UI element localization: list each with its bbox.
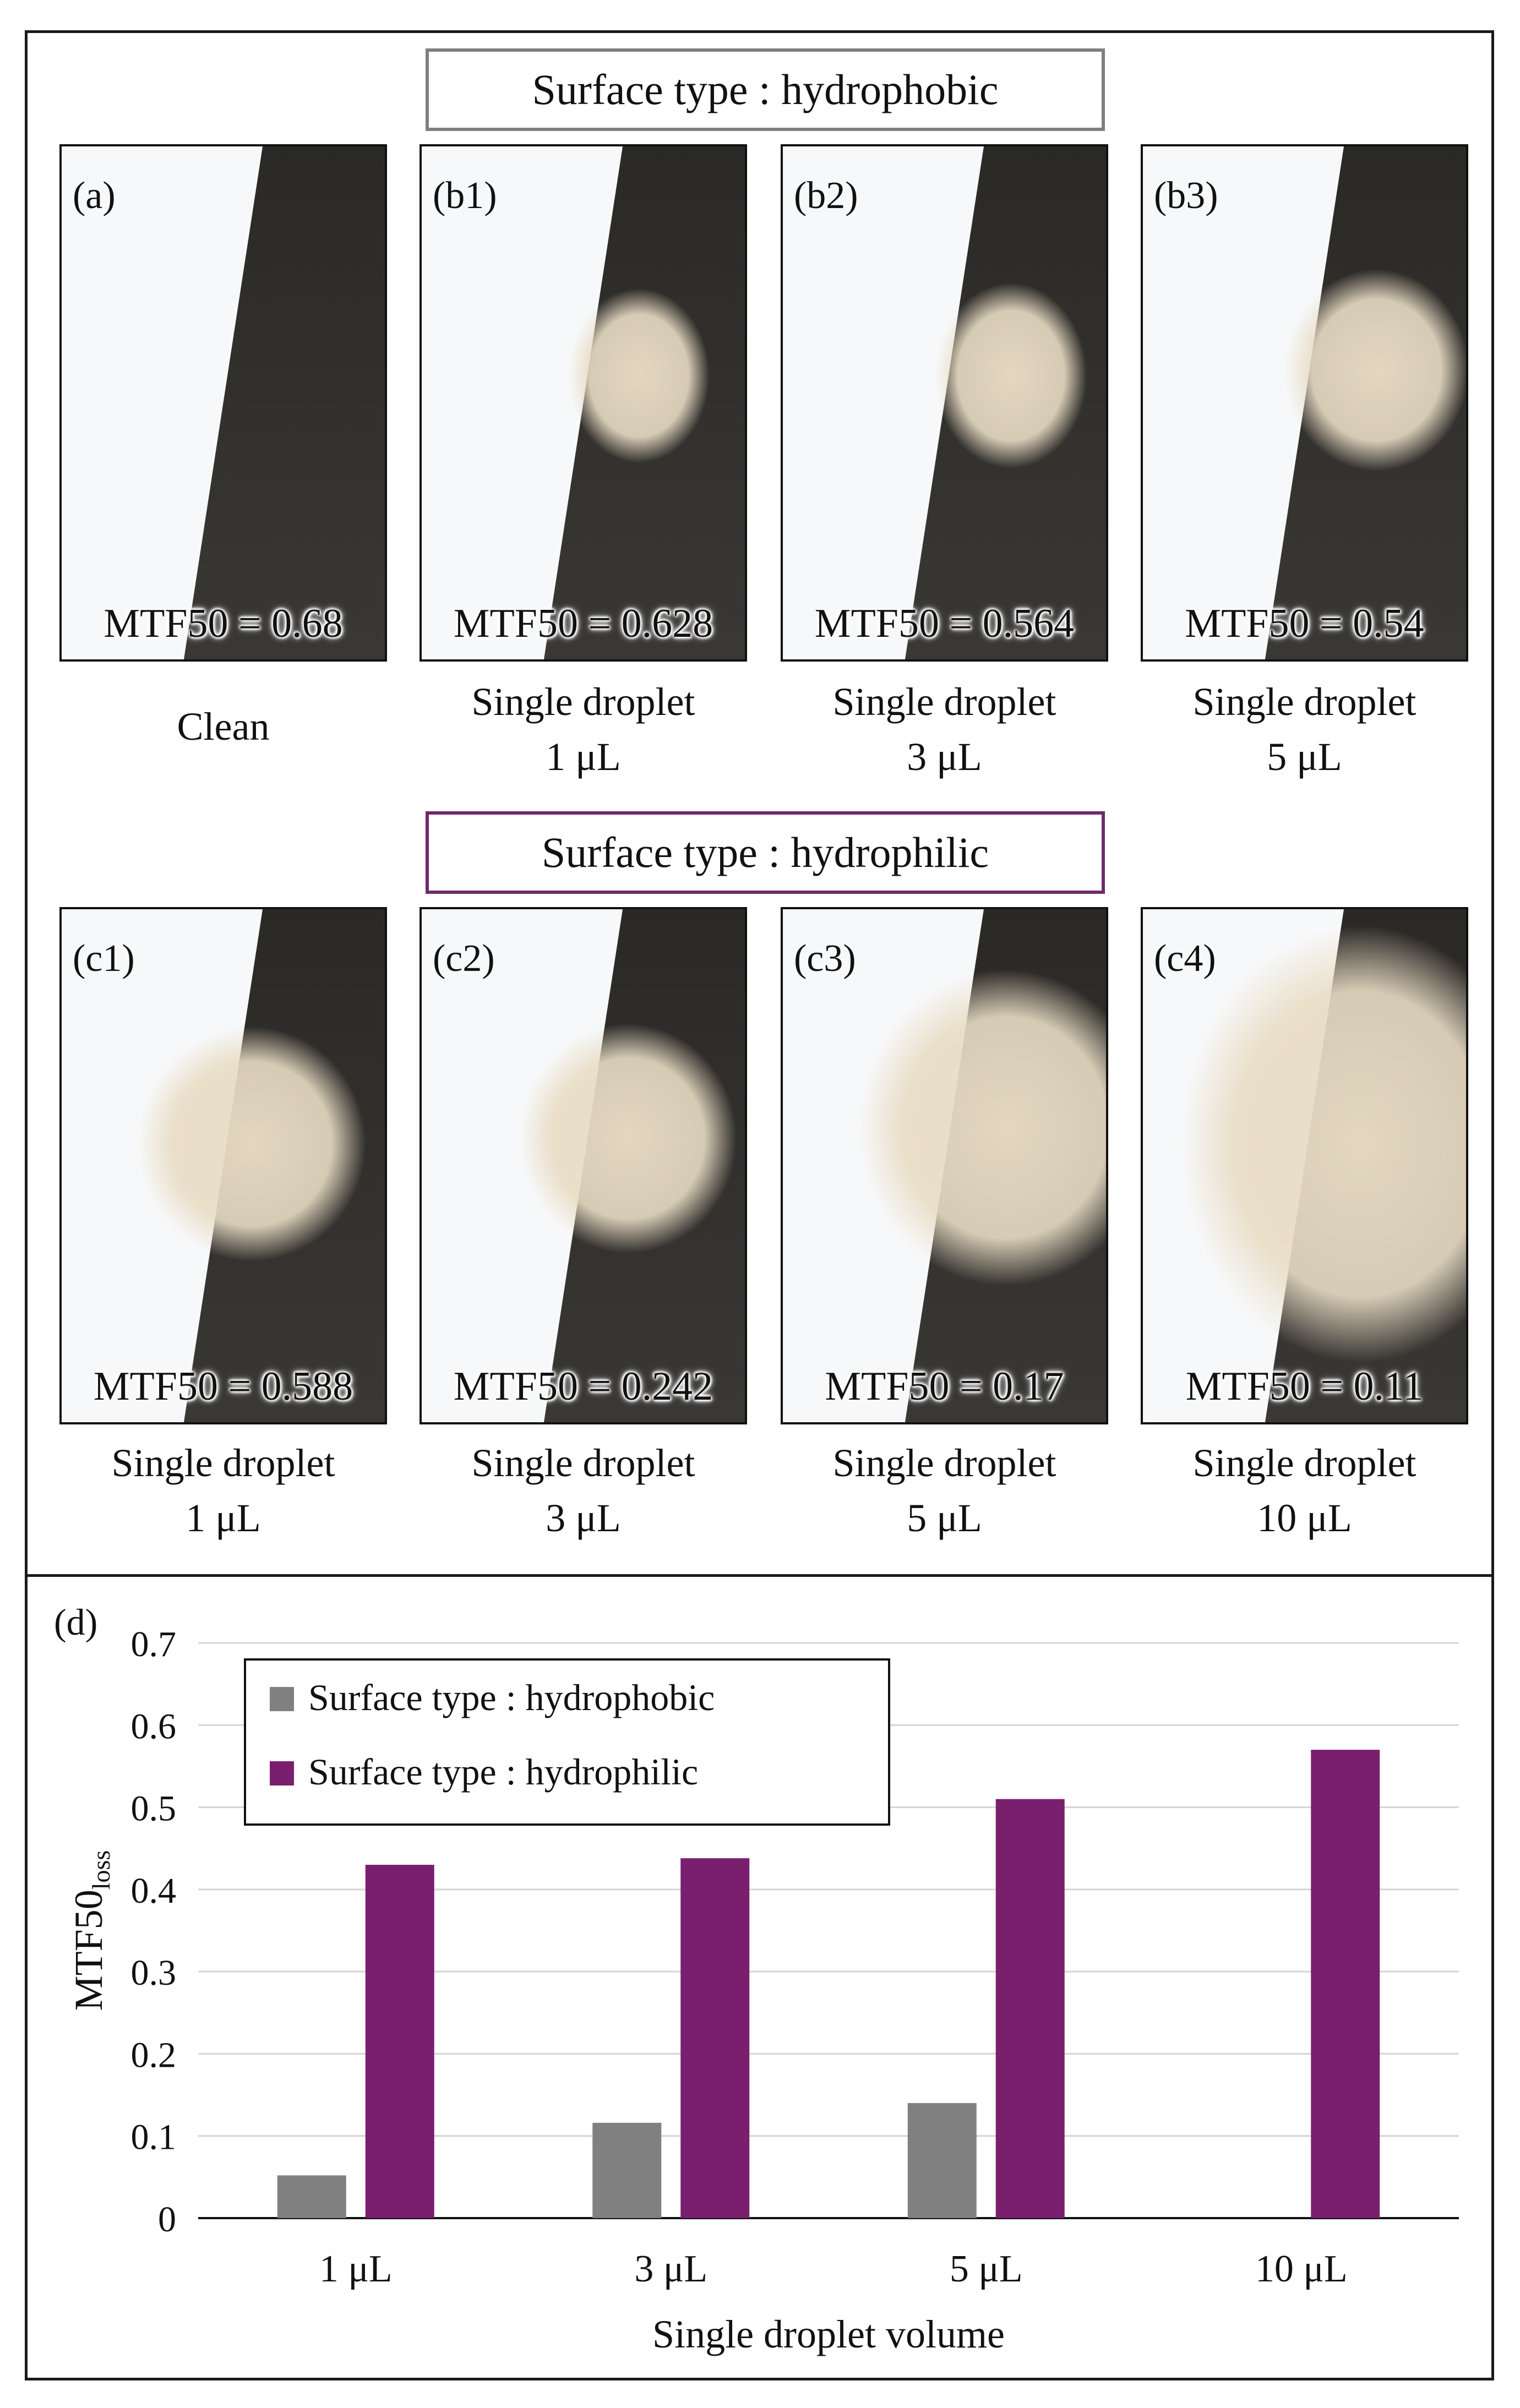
slanted-edge-target [1143,909,1466,1422]
chart-panel-label: (d) [54,1601,97,1643]
x-tick-label: 3 μL [634,2248,707,2290]
y-tick-label: 0.5 [131,1789,177,1829]
hydrophilic-photo-panel-1: (c2) MTF50 = 0.242 [420,907,747,1424]
bar-hydrophilic [1311,1750,1380,2218]
panel-tag: (c3) [794,937,856,980]
caption-line-1: Single droplet [111,1441,335,1485]
mtf50-value: MTF50 = 0.17 [825,1364,1064,1409]
legend-swatch-hydrophilic [270,1761,294,1785]
bar-hydrophilic [365,1865,434,2218]
caption-line-2: 3 μL [546,1496,621,1540]
panel-tag: (a) [73,174,116,217]
y-tick-label: 0.3 [131,1953,177,1993]
hydrophilic-caption-1: Single droplet 3 μL [420,1435,747,1546]
caption-line-2: 3 μL [907,735,982,779]
hydrophobic-caption-3: Single droplet 5 μL [1141,674,1468,784]
y-tick-label: 0.4 [131,1871,177,1911]
caption-line-1: Single droplet [832,680,1056,724]
hydrophobic-photo-panel-1: (b1) MTF50 = 0.628 [420,144,747,662]
slanted-edge-target [783,146,1106,659]
slanted-edge-target [62,146,385,659]
figure-chart-frame [25,1574,1494,2380]
hydrophilic-caption-3: Single droplet 10 μL [1141,1435,1468,1546]
hydrophobic-caption-2: Single droplet 3 μL [781,674,1108,784]
panel-tag: (c2) [433,937,495,980]
bar-hydrophilic [680,1858,750,2218]
bar-hydrophobic [592,2122,662,2218]
water-droplet [519,1024,737,1253]
y-axis-label: MTF50loss [67,1850,115,2011]
panel-tag: (b1) [433,174,497,217]
legend-label-hydrophilic: Surface type : hydrophilic [308,1751,698,1793]
x-tick-label: 5 μL [950,2248,1023,2290]
mtf50-loss-bar-chart: 0 0.1 0.2 0.3 0.4 0.5 0.6 0.7 1 μL 3 μL 5 μL 10 μL (… [54,1601,1459,2356]
mtf50-value: MTF50 = 0.628 [453,601,713,646]
legend-box [244,1658,890,1826]
caption-line-1: Single droplet [1192,680,1417,724]
y-tick-label: 0.1 [131,2117,177,2158]
caption-line-2: 1 μL [546,735,621,779]
caption-line-1: Clean [177,705,270,749]
bar-hydrophobic [277,2175,346,2218]
x-tick-label: 1 μL [319,2248,393,2290]
water-droplet [1181,925,1466,1362]
bar-hydrophilic [995,1799,1065,2218]
y-tick-label: 0.2 [131,2035,177,2075]
water-droplet [935,282,1087,468]
hydrophobic-photo-panel-0: (a) MTF50 = 0.68 [59,144,387,662]
hydrophilic-photo-panel-2: (c3) MTF50 = 0.17 [781,907,1108,1424]
panel-tag: (c1) [73,937,135,980]
x-tick-label: 10 μL [1255,2248,1348,2290]
water-droplet [568,288,710,463]
legend-swatch-hydrophobic [270,1687,294,1711]
legend-label-hydrophobic: Surface type : hydrophobic [308,1677,715,1718]
hydrophilic-caption-2: Single droplet 5 μL [781,1435,1108,1546]
slanted-edge-target [783,909,1106,1422]
caption-line-2: 5 μL [1267,735,1342,779]
slanted-edge-target [422,909,745,1422]
hydrophilic-caption-0: Single droplet 1 μL [59,1435,387,1546]
hydrophobic-caption-0: Clean [59,699,387,754]
hydrophobic-photo-panel-2: (b2) MTF50 = 0.564 [781,144,1108,662]
mtf50-value: MTF50 = 0.588 [93,1364,353,1409]
hydrophilic-section-label: Surface type : hydrophilic [426,811,1105,894]
mtf50-value: MTF50 = 0.11 [1185,1364,1424,1409]
slanted-edge-target [422,146,745,659]
caption-line-1: Single droplet [1192,1441,1417,1485]
y-tick-label: 0.6 [131,1706,177,1746]
hydrophobic-section-label: Surface type : hydrophobic [426,48,1105,131]
panel-tag: (b2) [794,174,858,217]
x-axis-label: Single droplet volume [652,2312,1005,2356]
hydrophilic-photo-panel-3: (c4) MTF50 = 0.11 [1141,907,1468,1424]
caption-line-1: Single droplet [832,1441,1056,1485]
hydrophobic-photo-panel-3: (b3) MTF50 = 0.54 [1141,144,1468,662]
panel-tag: (b3) [1154,174,1218,217]
slanted-edge-target [62,909,385,1422]
caption-line-2: 1 μL [186,1496,261,1540]
caption-line-1: Single droplet [471,1441,695,1485]
y-tick-label: 0 [158,2199,176,2240]
mtf50-value: MTF50 = 0.54 [1185,601,1424,646]
panel-tag: (c4) [1154,937,1216,980]
caption-line-1: Single droplet [471,680,695,724]
caption-line-2: 10 μL [1257,1496,1352,1540]
water-droplet [859,969,1106,1286]
water-droplet [138,1026,366,1262]
water-droplet [1284,269,1466,471]
hydrophobic-caption-1: Single droplet 1 μL [420,674,747,784]
slanted-edge-target [1143,146,1466,659]
hydrophilic-photo-panel-0: (c1) MTF50 = 0.588 [59,907,387,1424]
y-tick-label: 0.7 [131,1624,177,1664]
caption-line-2: 5 μL [907,1496,982,1540]
mtf50-value: MTF50 = 0.68 [103,601,343,646]
mtf50-value: MTF50 = 0.242 [453,1364,713,1409]
mtf50-value: MTF50 = 0.564 [814,601,1075,646]
bar-hydrophobic [907,2103,977,2218]
